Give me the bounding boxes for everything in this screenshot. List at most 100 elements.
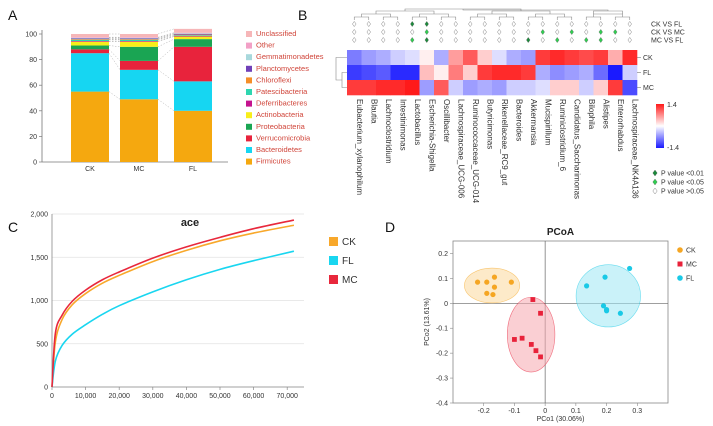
significance-marker: [569, 37, 574, 43]
significance-marker: [511, 21, 516, 27]
significance-marker: [468, 21, 473, 27]
significance-marker: [540, 29, 545, 35]
stacked-bar-chart: 0 20 40 60 80 100 CK MC FL Unclassified Other Gemma…: [25, 28, 324, 173]
x-tick-label: 0: [543, 408, 547, 415]
column-label: Mucispirillum: [543, 99, 552, 146]
significance-marker: [511, 29, 516, 35]
column-label: Enterorhabdus: [616, 99, 625, 151]
legend-marker: [677, 275, 683, 281]
y-tick-label: 0: [44, 385, 48, 392]
bar-segment-proteobacteria: [71, 45, 109, 50]
column-label: Ruminiclostridium_6: [558, 99, 567, 172]
scatter-point-fl: [600, 303, 607, 309]
x-tick-label: 0.1: [571, 408, 581, 415]
line-series-mc: [51, 219, 295, 388]
line-series-fl: [51, 250, 295, 388]
significance-row-label: MC VS FL: [651, 38, 683, 45]
dendrogram-branch: [535, 13, 565, 17]
connector-line: [157, 38, 175, 47]
x-axis-label: PCo1 (30.06%): [537, 416, 585, 423]
legend-label: Firmicutes: [256, 157, 291, 166]
confidence-ellipse-fl: [575, 264, 641, 328]
line-series-ck: [51, 224, 295, 388]
column-label: Akkermansia: [529, 99, 538, 146]
column-label: Blautia: [369, 99, 378, 124]
bar-segment-bacteroidetes: [71, 53, 109, 92]
dendrogram-branch: [477, 13, 507, 17]
heatmap-cell: [492, 50, 507, 66]
heatmap-cell: [506, 65, 522, 81]
scatter-point-ck: [474, 279, 481, 285]
significance-marker: [482, 21, 487, 27]
scatter-point-mc: [528, 342, 534, 347]
connector-line: [157, 99, 175, 111]
significance-marker: [627, 29, 632, 35]
column-label: Lachnoclostridium: [384, 99, 393, 164]
dendrogram-branch: [498, 16, 515, 20]
scatter-point-ck: [508, 279, 514, 285]
dendrogram-branch: [491, 10, 551, 14]
column-label: Lactobacillus: [413, 99, 422, 145]
bar-segment-chloroflexi: [71, 39, 109, 40]
scatter-point-mc: [512, 337, 517, 342]
connector-line: [157, 28, 175, 35]
bar-segment-planctomycetes: [71, 38, 109, 40]
column-label: Escherichia-Shigella: [427, 99, 436, 172]
significance-marker: [598, 21, 603, 27]
heatmap-cell: [361, 65, 377, 81]
x-tick-label: 10,000: [75, 393, 97, 400]
legend-swatch: [246, 42, 252, 49]
y-tick-label: 0: [33, 160, 37, 167]
connector-line: [157, 33, 175, 39]
significance-marker: [511, 37, 516, 43]
heatmap-cell: [564, 80, 580, 96]
x-tick-label: CK: [85, 166, 95, 173]
legend-label: FL: [342, 256, 354, 267]
y-tick-label: 80: [29, 57, 37, 64]
dendrogram-branch: [353, 16, 370, 20]
colorbar-max-label: 1.4: [667, 102, 677, 109]
significance-legend-marker: [652, 169, 658, 177]
panel-label-c: C: [8, 219, 18, 235]
connector-line: [108, 45, 121, 47]
significance-marker: [352, 21, 357, 27]
scatter-point-fl: [602, 274, 608, 280]
column-label: Eubacterium_xylanophilum: [355, 99, 364, 195]
column-label: Ruminococcaceae_UCG-014: [471, 99, 480, 204]
bar-segment-unclassified: [174, 28, 212, 33]
heatmap-cell: [622, 65, 638, 81]
legend-swatch: [246, 135, 252, 142]
y-tick-label: 1,500: [30, 255, 48, 262]
panel-label-d: D: [385, 219, 395, 235]
scatter-point-mc: [538, 310, 543, 316]
y-tick-label: 40: [29, 108, 37, 115]
significance-legend-label: P value <0.01: [661, 171, 704, 178]
row-label: MC: [643, 85, 654, 92]
significance-marker: [584, 29, 589, 35]
significance-marker: [352, 29, 357, 35]
significance-marker: [526, 29, 531, 35]
x-tick-label: -0.1: [508, 408, 520, 415]
row-dendrogram-branch: [335, 57, 347, 81]
bar-segment-verrucomicrobia: [174, 46, 212, 82]
bar-segment-firmicutes: [174, 110, 212, 162]
heatmap-cell: [593, 65, 609, 81]
heatmap-cell: [622, 50, 638, 66]
row-label: CK: [643, 55, 653, 62]
significance-marker: [453, 37, 458, 43]
significance-marker: [627, 21, 632, 27]
y-tick-label: 60: [29, 83, 37, 90]
x-tick-label: 30,000: [142, 393, 164, 400]
connector-line: [157, 36, 175, 42]
significance-legend-marker: [652, 178, 658, 186]
colorbar-min-label: -1.4: [667, 145, 679, 152]
dendrogram-branch: [556, 16, 573, 20]
heatmap-cell: [535, 80, 551, 96]
significance-marker: [395, 29, 400, 35]
significance-marker: [613, 29, 618, 35]
heatmap-cell: [550, 50, 565, 66]
bar-segment-deferribacteres: [120, 41, 158, 42]
bar-segment-deferribacteres: [174, 35, 212, 37]
plot-frame: [452, 240, 669, 404]
bar-segment-actinobacteria: [71, 41, 109, 46]
